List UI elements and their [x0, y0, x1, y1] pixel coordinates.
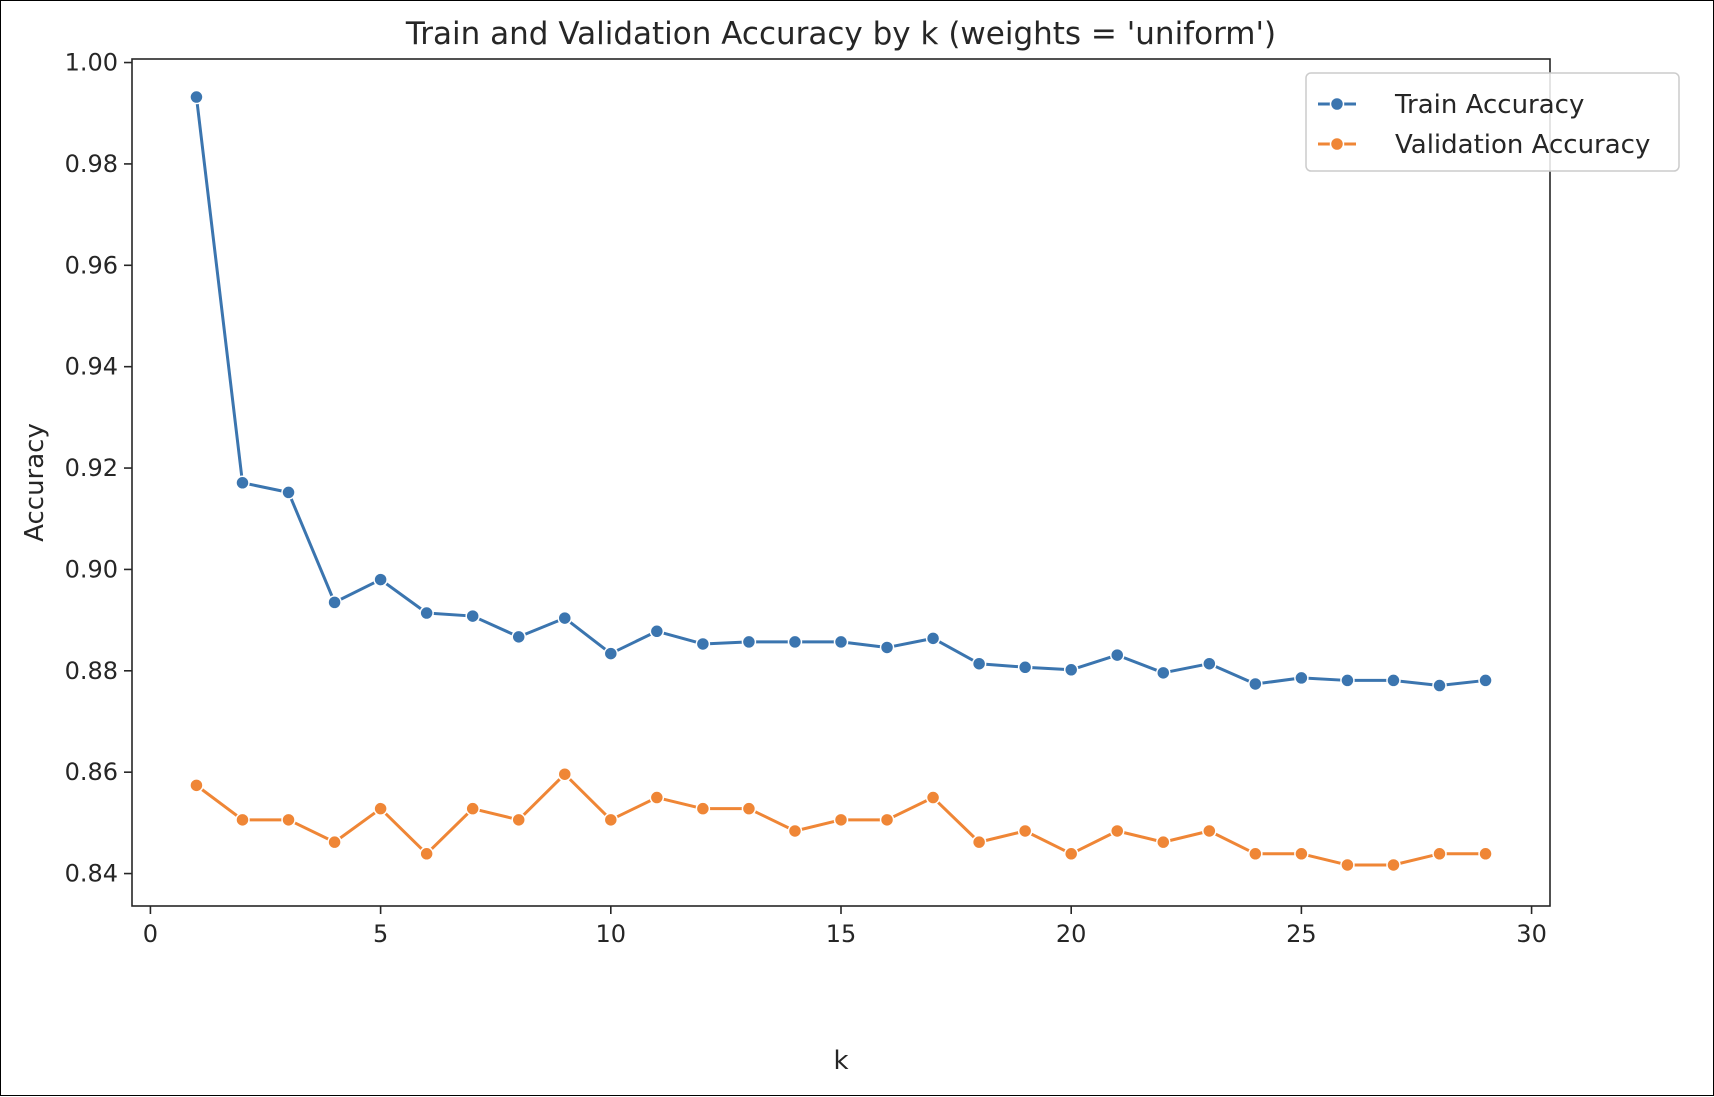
data-point	[373, 801, 388, 816]
x-tick-label: 5	[373, 920, 388, 948]
data-point	[603, 812, 619, 828]
y-tick-label: 0.90	[65, 555, 118, 583]
legend-marker	[1329, 96, 1345, 112]
y-tick-label: 1.00	[65, 49, 118, 77]
data-point	[649, 790, 665, 805]
data-point	[1294, 846, 1309, 862]
data-point	[1294, 670, 1309, 686]
data-point	[695, 636, 711, 652]
legend-marker	[1329, 136, 1345, 152]
data-point	[511, 629, 526, 645]
data-point	[189, 89, 204, 105]
data-point	[511, 812, 526, 828]
legend-label: Train Accuracy	[1394, 90, 1584, 120]
data-point	[419, 605, 434, 621]
x-tick-label: 10	[596, 920, 627, 948]
data-point	[1109, 823, 1125, 839]
data-point	[1432, 846, 1447, 862]
data-point	[1063, 662, 1079, 678]
data-point	[1340, 673, 1355, 688]
data-point	[879, 812, 895, 828]
data-point	[465, 801, 480, 816]
legend-box	[1305, 72, 1680, 172]
data-point	[1248, 846, 1263, 862]
data-point	[741, 634, 757, 650]
series-layer	[189, 89, 1493, 873]
data-point	[281, 812, 296, 828]
x-tick-label: 15	[826, 920, 857, 948]
x-tick-label: 20	[1056, 920, 1087, 948]
y-tick-label: 0.94	[65, 353, 118, 381]
chart-title: Train and Validation Accuracy by k (weig…	[405, 16, 1276, 52]
data-point	[1017, 660, 1033, 675]
data-point	[557, 766, 573, 782]
data-point	[1017, 823, 1033, 839]
data-point	[925, 790, 941, 805]
data-point	[695, 801, 711, 816]
series-line	[194, 96, 1486, 688]
y-tick-label: 0.84	[65, 860, 118, 888]
legend-label: Validation Accuracy	[1395, 130, 1650, 160]
y-tick-label: 0.98	[65, 150, 118, 178]
x-tick-label: 30	[1516, 920, 1547, 948]
x-axis-title: k	[833, 1046, 848, 1076]
y-tick-label: 0.92	[65, 454, 118, 482]
data-point	[971, 834, 987, 850]
data-point	[1063, 846, 1079, 862]
x-tick-label: 0	[143, 920, 158, 948]
data-point	[235, 475, 250, 491]
data-point	[925, 631, 941, 646]
data-point	[1109, 647, 1125, 663]
data-point	[787, 823, 803, 839]
data-point	[1478, 673, 1493, 688]
data-point	[373, 572, 388, 587]
data-point	[281, 485, 296, 500]
data-point	[189, 778, 204, 793]
data-point	[833, 812, 849, 828]
data-point	[741, 801, 757, 816]
series-validation-accuracy	[189, 766, 1493, 873]
x-tick-label: 25	[1286, 920, 1317, 948]
data-point	[787, 634, 803, 650]
data-point	[649, 624, 665, 639]
data-point	[833, 634, 849, 650]
data-point	[1386, 857, 1401, 873]
data-point	[603, 646, 619, 661]
legend: Train Accuracy Validation Accuracy	[1305, 72, 1680, 172]
legend-item: Validation Accuracy	[1318, 130, 1650, 160]
y-axis-ticks: 0.84 0.86 0.88 0.90 0.92 0.94 0.96 0.98 1.00	[65, 49, 132, 888]
y-tick-label: 0.96	[65, 251, 118, 279]
y-axis-title: Accuracy	[20, 423, 50, 542]
data-point	[327, 834, 342, 850]
data-point	[1248, 676, 1263, 692]
data-point	[1478, 846, 1493, 862]
data-point	[1386, 673, 1401, 688]
data-point	[557, 610, 573, 626]
data-point	[1340, 857, 1355, 873]
data-point	[879, 640, 895, 655]
y-tick-label: 0.86	[65, 758, 118, 786]
data-point	[419, 846, 434, 862]
data-point	[465, 608, 480, 624]
data-point	[1202, 656, 1217, 671]
data-point	[235, 812, 250, 828]
y-tick-label: 0.88	[65, 657, 118, 685]
data-point	[1432, 678, 1447, 693]
series-train-accuracy	[189, 89, 1493, 693]
data-point	[327, 595, 342, 610]
x-axis-ticks: 0 5 10 15 20 25 30	[143, 906, 1547, 948]
data-point	[1156, 665, 1171, 681]
legend-item: Train Accuracy	[1318, 90, 1584, 120]
plot-area-frame	[131, 58, 1551, 907]
data-point	[971, 656, 987, 671]
data-point	[1156, 834, 1171, 850]
data-point	[1202, 823, 1217, 839]
